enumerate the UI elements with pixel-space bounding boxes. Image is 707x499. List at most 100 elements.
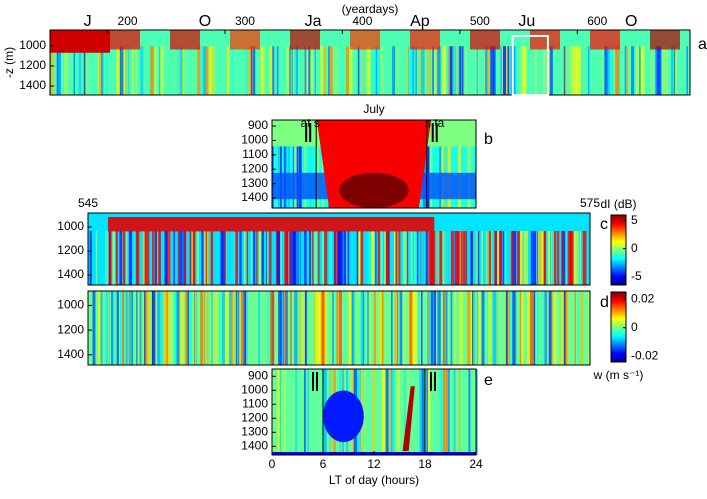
heatmap-cell	[204, 231, 207, 285]
heatmap-cell	[426, 46, 429, 95]
heatmap-cell	[456, 231, 460, 285]
heatmap-cell	[262, 46, 266, 95]
heatmap-cell	[398, 46, 401, 95]
x-tick-label: 12	[367, 457, 381, 471]
heatmap-cell	[385, 369, 389, 455]
heatmap-cell	[292, 120, 295, 208]
heatmap-cell	[515, 46, 518, 95]
heatmap-cell	[379, 291, 382, 365]
heatmap-cell	[563, 291, 567, 365]
heatmap-cell	[348, 291, 352, 365]
heatmap-cell	[307, 291, 309, 365]
heatmap-cell	[663, 46, 665, 95]
heatmap-cell	[641, 46, 645, 95]
heatmap-cell	[289, 231, 292, 285]
x-tick-label: 24	[469, 457, 483, 471]
heatmap-cell	[384, 231, 386, 285]
x-tick-label: 400	[352, 14, 372, 28]
heatmap-cell	[520, 46, 523, 95]
heatmap-cell	[391, 369, 395, 455]
heatmap-cell	[510, 46, 513, 95]
heatmap-cell	[269, 46, 273, 95]
heatmap-cell	[381, 369, 386, 455]
heatmap-cell	[459, 231, 463, 285]
heatmap-cell	[136, 291, 138, 365]
heatmap-cell	[309, 120, 312, 208]
heatmap-cell	[240, 291, 244, 365]
heatmap-cell	[116, 46, 120, 95]
heatmap-cell	[164, 291, 167, 365]
heatmap-cell	[120, 46, 124, 95]
heatmap-cell	[290, 291, 292, 365]
heatmap-cell	[465, 46, 468, 95]
heatmap-cell	[119, 231, 123, 285]
heatmap-cell	[332, 291, 335, 365]
heatmap-cell	[245, 291, 250, 365]
heatmap-cell	[515, 291, 518, 365]
x-tick-label: 575	[580, 196, 600, 210]
heatmap-cell	[569, 231, 572, 285]
heatmap-cell	[377, 231, 380, 285]
heatmap-cell	[158, 231, 160, 285]
heatmap-cell	[278, 120, 282, 208]
heatmap-cell	[527, 291, 531, 365]
heatmap-cell	[286, 46, 289, 95]
heatmap-cell	[151, 291, 156, 365]
heatmap-cell	[550, 231, 554, 285]
heatmap-cell	[470, 291, 474, 365]
heatmap-cell	[371, 231, 375, 285]
heatmap-cell	[650, 46, 653, 95]
heatmap-cell	[225, 231, 227, 285]
heatmap-cell	[258, 231, 262, 285]
heatmap-cell	[322, 231, 325, 285]
heatmap-cell	[150, 46, 154, 95]
heatmap-cell	[533, 291, 536, 365]
heatmap-cell	[312, 231, 314, 285]
annotation: Ap	[410, 13, 430, 30]
heatmap	[88, 213, 590, 285]
heatmap-cell	[112, 231, 115, 285]
heatmap-cell	[159, 291, 163, 365]
heatmap-cell	[455, 369, 458, 455]
heatmap-cell	[299, 291, 301, 365]
heatmap-cell	[202, 46, 206, 95]
heatmap-cell	[510, 231, 514, 285]
heatmap-cell	[167, 231, 171, 285]
heatmap-cell	[139, 291, 142, 365]
heatmap-cell	[360, 231, 364, 285]
heatmap-cell	[403, 231, 407, 285]
heatmap-cell	[245, 46, 249, 95]
heatmap-cell	[421, 291, 423, 365]
plot-frame	[271, 119, 477, 209]
heatmap-cell	[128, 291, 132, 365]
heatmap-cell	[402, 291, 406, 365]
heatmap-cell	[327, 46, 330, 95]
heatmap-cell	[537, 291, 539, 365]
annotation: s ta	[425, 116, 445, 130]
heatmap-cell	[315, 291, 319, 365]
heatmap-cell	[686, 46, 688, 95]
heatmap-cell	[574, 46, 578, 95]
heatmap-cell	[542, 46, 546, 95]
heatmap-cell	[582, 291, 585, 365]
heatmap-cell	[500, 46, 504, 95]
heatmap-cell	[251, 46, 253, 95]
heatmap-cell	[180, 291, 184, 365]
heatmap-cell	[362, 369, 365, 455]
heatmap-cell	[233, 231, 236, 285]
heatmap-cell	[629, 46, 631, 95]
heatmap-cell	[373, 291, 376, 365]
heatmap-cell	[509, 291, 513, 365]
heatmap-cell	[323, 390, 364, 443]
y-tick-label: 1100	[242, 396, 268, 410]
heatmap-cell	[338, 231, 342, 285]
heatmap-cell	[475, 291, 477, 365]
heatmap-cell	[578, 46, 582, 95]
y-tick-label: 1200	[241, 161, 268, 175]
heatmap-cell	[295, 120, 298, 208]
heatmap-cell	[428, 231, 432, 285]
heatmap-cell	[490, 231, 493, 285]
heatmap-cell	[407, 231, 409, 285]
heatmap-cell	[399, 291, 403, 365]
heatmap-cell	[588, 46, 590, 95]
